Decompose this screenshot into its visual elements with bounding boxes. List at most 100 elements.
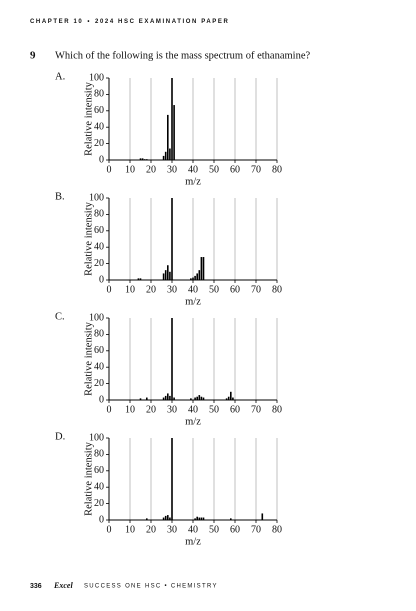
y-axis-label: Relative intensity xyxy=(83,321,94,396)
y-tick-label: 0 xyxy=(99,514,104,525)
x-tick-label: 0 xyxy=(107,164,112,175)
bar xyxy=(167,515,169,520)
y-tick-label: 60 xyxy=(94,105,104,116)
y-tick-label: 60 xyxy=(94,465,104,476)
x-tick-label: 50 xyxy=(209,164,219,175)
x-tick-label: 70 xyxy=(251,524,261,535)
x-axis-label: m/z xyxy=(185,296,201,307)
bar xyxy=(194,397,196,400)
bar xyxy=(202,257,205,280)
option-label: C. xyxy=(55,311,65,322)
x-tick-label: 80 xyxy=(272,404,282,415)
y-tick-label: 20 xyxy=(94,378,104,389)
bar xyxy=(196,273,198,280)
question-number: 9 xyxy=(30,50,36,62)
x-tick-label: 80 xyxy=(272,524,282,535)
brand: Excel xyxy=(53,581,73,590)
bar xyxy=(146,159,148,160)
y-axis-label: Relative intensity xyxy=(83,201,94,276)
x-tick-label: 40 xyxy=(188,164,198,175)
bar xyxy=(261,513,264,520)
option-label: A. xyxy=(55,71,65,82)
bar xyxy=(225,398,228,400)
y-tick-label: 20 xyxy=(94,138,104,149)
question-text: Which of the following is the mass spect… xyxy=(55,50,310,61)
header: CHAPTER 10 • 2024 HSC EXAMINATION PAPER xyxy=(30,19,229,25)
x-tick-label: 80 xyxy=(272,284,282,295)
page-number: 336 xyxy=(30,583,42,590)
bar xyxy=(141,158,144,160)
x-tick-label: 50 xyxy=(209,284,219,295)
bar xyxy=(162,397,165,400)
bar xyxy=(162,273,165,280)
bar xyxy=(196,516,198,520)
bar xyxy=(164,270,167,280)
bar xyxy=(164,515,167,520)
x-tick-label: 0 xyxy=(107,524,112,535)
bar xyxy=(200,517,203,520)
x-tick-label: 10 xyxy=(125,404,135,415)
y-tick-label: 0 xyxy=(99,394,104,405)
y-tick-label: 40 xyxy=(94,481,104,492)
bar xyxy=(171,438,173,520)
x-tick-label: 70 xyxy=(251,164,261,175)
x-tick-label: 20 xyxy=(146,164,156,175)
y-tick-label: 60 xyxy=(94,225,104,236)
y-tick-label: 20 xyxy=(94,498,104,509)
x-tick-label: 20 xyxy=(146,524,156,535)
y-tick-label: 20 xyxy=(94,258,104,269)
x-tick-label: 20 xyxy=(146,284,156,295)
series: SUCCESS ONE HSC • CHEMISTRY xyxy=(84,584,218,590)
x-tick-label: 0 xyxy=(107,284,112,295)
bar xyxy=(146,518,148,520)
bar xyxy=(190,398,192,400)
bar xyxy=(202,397,205,400)
bar xyxy=(162,155,165,160)
x-axis-label: m/z xyxy=(185,536,201,547)
y-tick-label: 100 xyxy=(89,312,104,323)
exam-title: 2024 HSC EXAMINATION PAPER xyxy=(95,19,229,25)
bar xyxy=(169,517,171,520)
x-tick-label: 10 xyxy=(125,524,135,535)
bar xyxy=(227,396,230,400)
x-tick-label: 40 xyxy=(188,284,198,295)
x-tick-label: 10 xyxy=(125,284,135,295)
bar xyxy=(139,278,142,280)
x-tick-label: 30 xyxy=(167,164,177,175)
y-tick-label: 40 xyxy=(94,121,104,132)
bar xyxy=(198,395,201,400)
bar xyxy=(202,517,205,520)
y-tick-label: 40 xyxy=(94,361,104,372)
x-tick-label: 10 xyxy=(125,164,135,175)
bar xyxy=(146,397,148,400)
bar xyxy=(171,318,173,400)
x-tick-label: 60 xyxy=(230,164,240,175)
bar xyxy=(139,158,142,160)
chapter: CHAPTER 10 xyxy=(30,19,83,25)
y-tick-label: 80 xyxy=(94,89,104,100)
x-tick-label: 60 xyxy=(230,524,240,535)
y-tick-label: 100 xyxy=(89,72,104,83)
bar xyxy=(230,518,232,520)
bar xyxy=(164,395,167,400)
y-tick-label: 60 xyxy=(94,345,104,356)
x-axis-label: m/z xyxy=(185,416,201,427)
x-axis-label: m/z xyxy=(185,176,201,187)
bar xyxy=(200,257,203,280)
bar xyxy=(164,151,167,160)
x-tick-label: 50 xyxy=(209,524,219,535)
x-tick-label: 70 xyxy=(251,404,261,415)
x-tick-label: 20 xyxy=(146,404,156,415)
bar xyxy=(190,278,192,280)
x-tick-label: 30 xyxy=(167,284,177,295)
x-tick-label: 30 xyxy=(167,524,177,535)
x-tick-label: 80 xyxy=(272,164,282,175)
y-axis-label: Relative intensity xyxy=(83,81,94,156)
bar xyxy=(194,518,196,520)
bar xyxy=(198,517,201,520)
x-tick-label: 50 xyxy=(209,404,219,415)
bar xyxy=(139,398,142,400)
y-tick-label: 0 xyxy=(99,274,104,285)
